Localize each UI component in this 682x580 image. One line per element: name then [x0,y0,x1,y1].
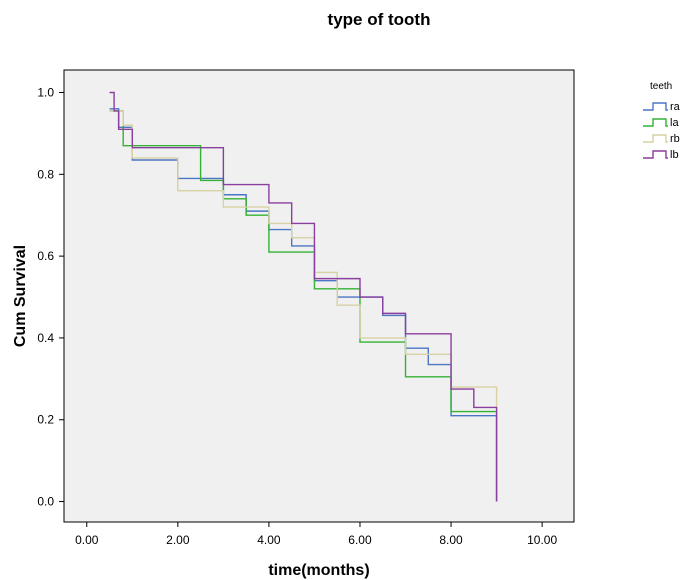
y-tick-label: 0.6 [37,249,54,263]
legend: teeth ra la rb lb [643,81,681,161]
chart-title: type of tooth [328,10,431,29]
x-axis: 0.00 2.00 4.00 6.00 8.00 10.00 [75,522,557,547]
x-tick-label: 2.00 [166,533,190,547]
y-axis-label: Cum Survival [12,245,29,347]
series-line-lb [109,91,498,502]
legend-swatch-la [643,118,668,127]
y-tick-label: 1.0 [37,85,54,99]
x-tick-label: 8.00 [439,533,463,547]
y-tick-label: 0.4 [37,331,54,345]
x-axis-label: time(months) [268,562,369,579]
x-tick-label: 6.00 [348,533,372,547]
y-tick-label: 0.8 [37,167,54,181]
y-tick-label: 0.2 [37,413,54,427]
series-lines [109,91,498,502]
legend-swatch-rb [643,134,668,143]
y-axis: 0.0 0.2 0.4 0.6 0.8 1.0 [37,85,64,509]
legend-label-lb: lb [670,149,679,161]
legend-label-rb: rb [670,133,680,145]
x-tick-label: 0.00 [75,533,99,547]
legend-swatch-ra [643,102,668,111]
legend-title: teeth [650,81,672,92]
x-tick-label: 10.00 [527,533,557,547]
series-line-rb [109,110,498,502]
series-line-la [109,110,498,502]
legend-label-ra: ra [670,101,681,113]
x-tick-label: 4.00 [257,533,281,547]
y-tick-label: 0.0 [37,495,54,509]
legend-swatch-lb [643,150,668,159]
legend-label-la: la [670,117,679,129]
plot-area [63,69,575,523]
